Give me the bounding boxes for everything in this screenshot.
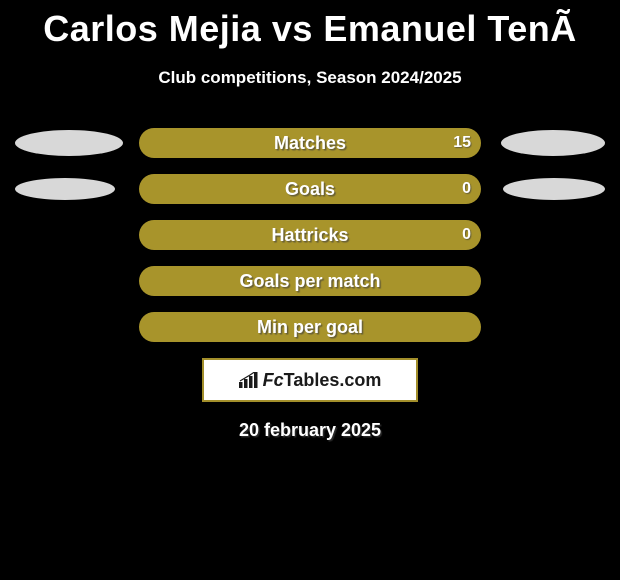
page-subtitle: Club competitions, Season 2024/2025	[0, 68, 620, 88]
stat-value: 0	[462, 220, 471, 250]
right-ellipse	[503, 178, 605, 200]
bar-chart-icon	[239, 372, 259, 388]
right-ellipse-slot	[481, 130, 611, 156]
stat-label: Goals	[139, 174, 481, 204]
logo-text: FcTables.com	[239, 370, 382, 391]
stat-value: 15	[453, 128, 471, 158]
stat-row: Goals per match	[0, 266, 620, 296]
stat-label: Matches	[139, 128, 481, 158]
left-ellipse	[15, 178, 115, 200]
stat-row: Goals0	[0, 174, 620, 204]
stat-label: Min per goal	[139, 312, 481, 342]
stat-label: Hattricks	[139, 220, 481, 250]
stat-row: Hattricks0	[0, 220, 620, 250]
footer-date: 20 february 2025	[0, 420, 620, 441]
stat-bar: Goals0	[139, 174, 481, 204]
stat-row: Matches15	[0, 128, 620, 158]
stat-bar: Matches15	[139, 128, 481, 158]
page-title: Carlos Mejia vs Emanuel TenÃ	[0, 0, 620, 50]
stat-bar: Min per goal	[139, 312, 481, 342]
stat-label: Goals per match	[139, 266, 481, 296]
right-ellipse	[501, 130, 605, 156]
logo-box: FcTables.com	[202, 358, 418, 402]
stat-bar: Hattricks0	[139, 220, 481, 250]
left-ellipse	[15, 130, 123, 156]
logo-label: FcTables.com	[263, 370, 382, 391]
stat-value: 0	[462, 174, 471, 204]
stats-list: Matches15Goals0Hattricks0Goals per match…	[0, 128, 620, 342]
stat-bar: Goals per match	[139, 266, 481, 296]
right-ellipse-slot	[481, 178, 611, 200]
left-ellipse-slot	[9, 178, 139, 200]
left-ellipse-slot	[9, 130, 139, 156]
stat-row: Min per goal	[0, 312, 620, 342]
